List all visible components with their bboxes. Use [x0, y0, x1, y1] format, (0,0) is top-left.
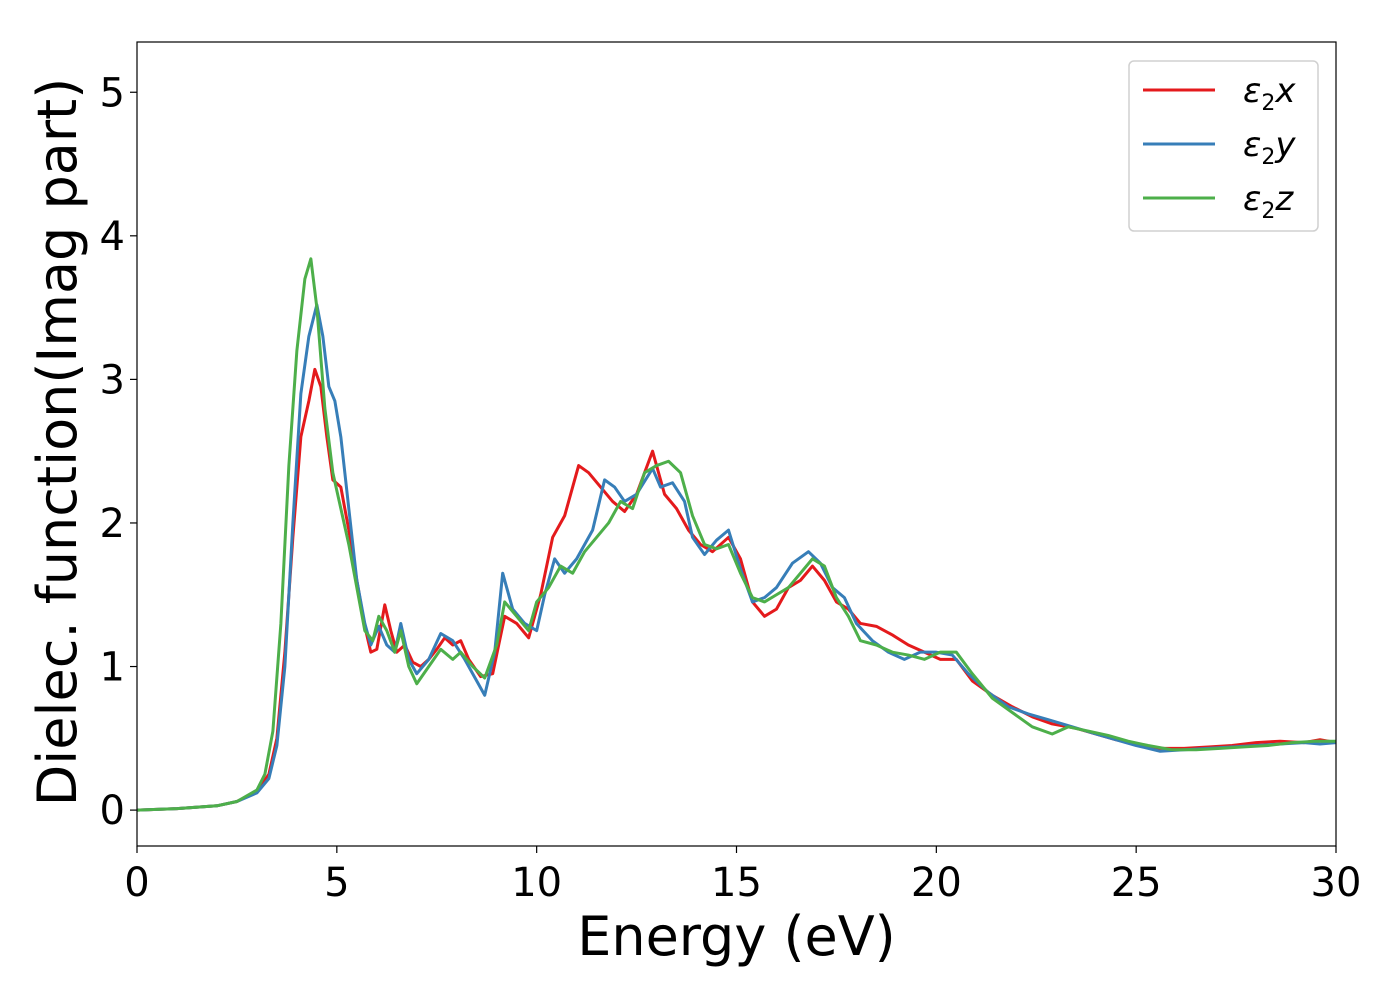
y-tick-label: 1 — [100, 645, 125, 691]
x-tick-label: 5 — [324, 860, 349, 906]
x-tick-label: 30 — [1311, 860, 1362, 906]
series-line-2 — [136, 257, 1336, 812]
series-layer — [136, 257, 1337, 812]
y-axis-ticks: 0 1 2 3 4 5 — [100, 70, 137, 834]
x-tick-label: 20 — [911, 860, 962, 906]
y-tick-label: 0 — [100, 788, 125, 834]
legend-label: ε2x — [1243, 71, 1296, 116]
x-axis-title: Energy (eV) — [577, 905, 896, 968]
x-tick-label: 25 — [1111, 860, 1162, 906]
y-tick-label: 4 — [100, 214, 125, 260]
y-tick-label: 5 — [100, 70, 125, 116]
legend: ε2x ε2y ε2z — [1128, 60, 1319, 232]
x-tick-label: 15 — [711, 860, 762, 906]
series-line-1 — [136, 303, 1337, 812]
y-tick-label: 2 — [100, 501, 125, 547]
legend-label: ε2z — [1243, 179, 1294, 224]
legend-label: ε2y — [1243, 125, 1296, 170]
y-tick-label: 3 — [100, 357, 125, 403]
y-axis-title: Dielec. function(Imag part) — [26, 78, 89, 807]
x-axis-ticks: 0 5 10 15 20 25 30 — [124, 846, 1361, 906]
x-tick-label: 0 — [124, 860, 149, 906]
legend-box — [1128, 60, 1319, 232]
x-tick-label: 10 — [511, 860, 562, 906]
